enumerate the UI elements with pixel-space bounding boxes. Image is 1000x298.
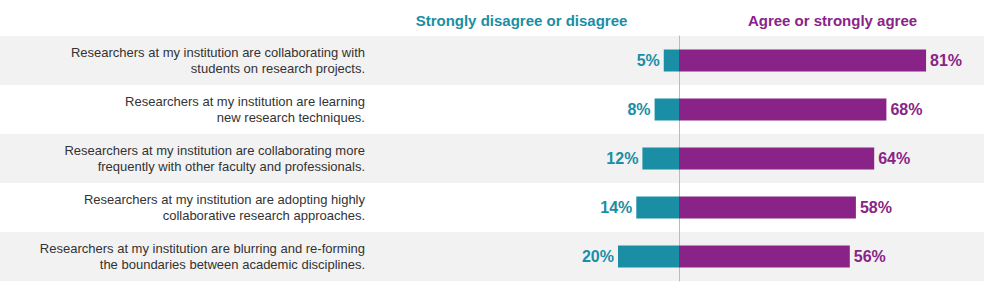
svg-text:Researchers at my institution: Researchers at my institution are learni…	[125, 94, 365, 109]
svg-text:58%: 58%	[860, 199, 892, 216]
svg-text:collaborative research approac: collaborative research approaches.	[163, 208, 365, 223]
svg-text:64%: 64%	[878, 150, 910, 167]
svg-text:81%: 81%	[930, 52, 962, 69]
svg-text:5%: 5%	[637, 52, 660, 69]
svg-text:20%: 20%	[582, 248, 614, 265]
svg-text:8%: 8%	[627, 101, 650, 118]
svg-text:Researchers at my institution: Researchers at my institution are collab…	[64, 143, 365, 158]
svg-text:Agree or strongly agree: Agree or strongly agree	[748, 12, 917, 29]
svg-text:new research techniques.: new research techniques.	[217, 110, 365, 125]
svg-text:12%: 12%	[606, 150, 638, 167]
svg-text:students on research projects.: students on research projects.	[191, 61, 365, 76]
svg-text:14%: 14%	[600, 199, 632, 216]
svg-text:56%: 56%	[854, 248, 886, 265]
svg-text:68%: 68%	[890, 101, 922, 118]
svg-text:the boundaries between academi: the boundaries between academic discipli…	[100, 257, 365, 272]
svg-text:Researchers at my institution: Researchers at my institution are blurri…	[40, 241, 365, 256]
svg-text:Researchers at my institution: Researchers at my institution are collab…	[71, 45, 365, 60]
svg-text:frequently with other faculty: frequently with other faculty and profes…	[98, 159, 365, 174]
svg-text:Researchers at my institution: Researchers at my institution are adopti…	[84, 192, 366, 207]
svg-text:Strongly disagree or disagree: Strongly disagree or disagree	[416, 12, 628, 29]
